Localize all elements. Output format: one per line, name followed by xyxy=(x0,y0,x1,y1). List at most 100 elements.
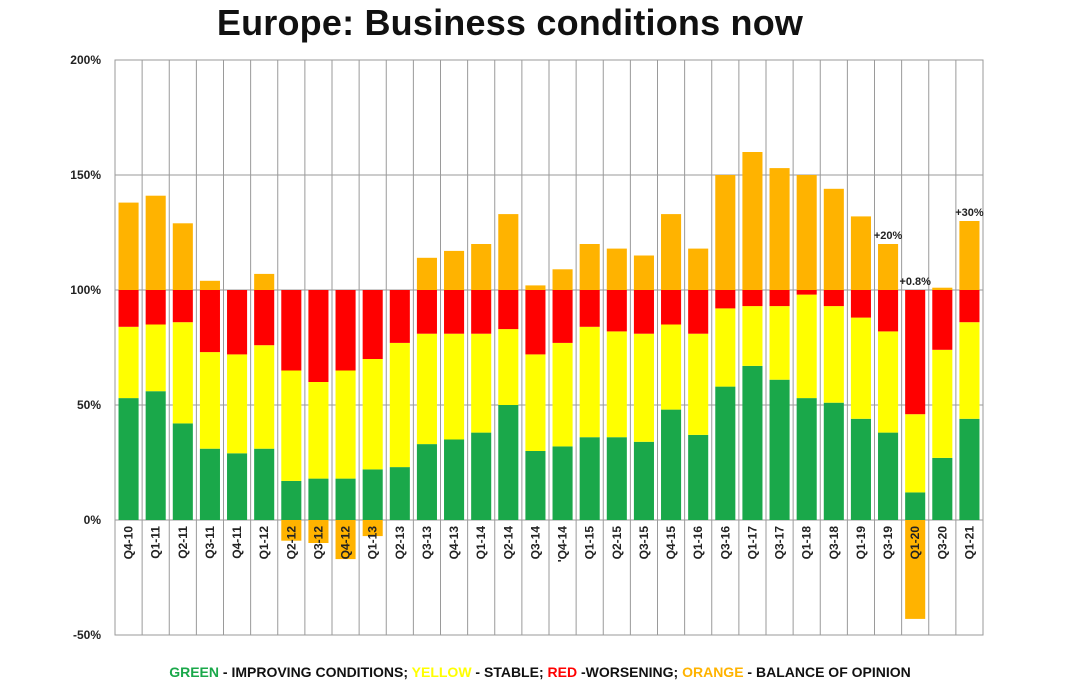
bar-red xyxy=(905,290,926,415)
bar-red xyxy=(389,290,410,343)
bar-orange xyxy=(905,520,926,619)
legend-green-desc: - IMPROVING CONDITIONS; xyxy=(219,664,412,680)
bar-yellow xyxy=(335,370,356,479)
legend-yellow-desc: - STABLE; xyxy=(471,664,548,680)
bar-red xyxy=(606,290,627,332)
bar-red xyxy=(688,290,709,334)
bar-green xyxy=(823,402,844,520)
bar-yellow xyxy=(471,333,492,433)
bar-yellow xyxy=(796,294,817,399)
legend-red-desc: -WORSENING; xyxy=(577,664,683,680)
bar-yellow xyxy=(959,322,980,419)
y-tick-label: 0% xyxy=(84,513,102,527)
bar-orange xyxy=(552,269,573,290)
bar-green xyxy=(606,437,627,520)
bar-red xyxy=(227,290,248,355)
bar-yellow xyxy=(633,333,654,442)
bar-orange xyxy=(471,244,492,290)
x-tick-label: Q2-15 xyxy=(610,526,624,560)
x-tick-label: Q3-17 xyxy=(773,526,787,560)
bar-red xyxy=(959,290,980,323)
bar-orange xyxy=(362,520,383,537)
bar-red xyxy=(145,290,166,325)
bar-green xyxy=(227,453,248,520)
bar-orange xyxy=(172,223,193,290)
bar-yellow xyxy=(688,333,709,435)
bar-red xyxy=(254,290,275,346)
x-tick-label: Q1-14 xyxy=(474,526,488,560)
bar-yellow xyxy=(661,324,682,410)
bar-yellow xyxy=(308,382,329,479)
bar-red xyxy=(878,290,899,332)
bar-green xyxy=(850,418,871,520)
y-tick-label: -50% xyxy=(73,628,101,642)
x-tick-label: Q3-15 xyxy=(637,526,651,560)
bar-yellow xyxy=(905,414,926,493)
bar-yellow xyxy=(850,317,871,419)
bar-yellow xyxy=(416,333,437,445)
x-tick-label: Q3-20 xyxy=(935,526,949,560)
bar-annotation: +0.8% xyxy=(899,276,931,288)
bar-green xyxy=(118,398,139,520)
bar-green xyxy=(633,441,654,520)
legend: GREEN - IMPROVING CONDITIONS; YELLOW - S… xyxy=(0,664,1080,680)
bar-yellow xyxy=(281,370,302,481)
bar-red xyxy=(172,290,193,323)
bar-orange xyxy=(444,250,465,290)
x-tick-label: Q1-21 xyxy=(962,526,976,560)
y-tick-label: 100% xyxy=(70,283,101,297)
bar-green xyxy=(905,492,926,520)
bar-red xyxy=(932,290,953,350)
bar-green xyxy=(498,405,519,520)
bar-yellow xyxy=(199,352,220,449)
bar-orange xyxy=(688,248,709,290)
bar-yellow xyxy=(254,345,275,449)
x-tick-label: Q2-12 xyxy=(284,526,298,560)
bar-orange xyxy=(308,520,329,543)
bar-orange xyxy=(769,168,790,290)
bar-yellow xyxy=(606,331,627,438)
bar-orange xyxy=(498,214,519,290)
bar-annotation: +20% xyxy=(874,230,903,242)
bar-green xyxy=(172,423,193,520)
bar-green xyxy=(715,386,736,520)
x-tick-label: Q3-19 xyxy=(881,526,895,560)
bar-red xyxy=(416,290,437,334)
y-tick-label: 200% xyxy=(70,53,101,67)
bar-red xyxy=(199,290,220,353)
bar-red xyxy=(633,290,654,334)
x-tick-label: 'Q4-14 xyxy=(556,526,570,563)
bar-orange xyxy=(661,214,682,290)
bar-yellow xyxy=(145,324,166,392)
bar-red xyxy=(498,290,519,330)
legend-orange: ORANGE xyxy=(682,664,744,680)
y-tick-label: 50% xyxy=(77,398,101,412)
bar-green xyxy=(796,398,817,520)
bar-green xyxy=(362,469,383,520)
bar-orange xyxy=(525,285,546,290)
x-tick-label: Q4-13 xyxy=(447,526,461,560)
bar-annotation: +30% xyxy=(955,207,984,219)
bar-orange xyxy=(959,221,980,290)
bar-yellow xyxy=(932,349,953,458)
bar-orange xyxy=(281,520,302,541)
bar-yellow xyxy=(715,308,736,387)
bar-yellow xyxy=(552,342,573,447)
bar-yellow xyxy=(389,342,410,468)
bar-red xyxy=(308,290,329,382)
x-tick-label: Q1-17 xyxy=(745,526,759,560)
bar-red xyxy=(823,290,844,307)
x-tick-label: Q3-13 xyxy=(420,526,434,560)
x-tick-label: Q1-15 xyxy=(583,526,597,560)
x-tick-label: Q1-16 xyxy=(691,526,705,560)
bar-green xyxy=(878,432,899,520)
bar-red xyxy=(525,290,546,355)
x-tick-label: Q3-14 xyxy=(528,526,542,560)
x-tick-label: Q3-16 xyxy=(718,526,732,560)
x-tick-label: Q2-13 xyxy=(393,526,407,560)
bar-green xyxy=(199,448,220,520)
bar-green xyxy=(742,365,763,520)
x-tick-label: Q2-14 xyxy=(501,526,515,560)
bar-green xyxy=(389,467,410,520)
